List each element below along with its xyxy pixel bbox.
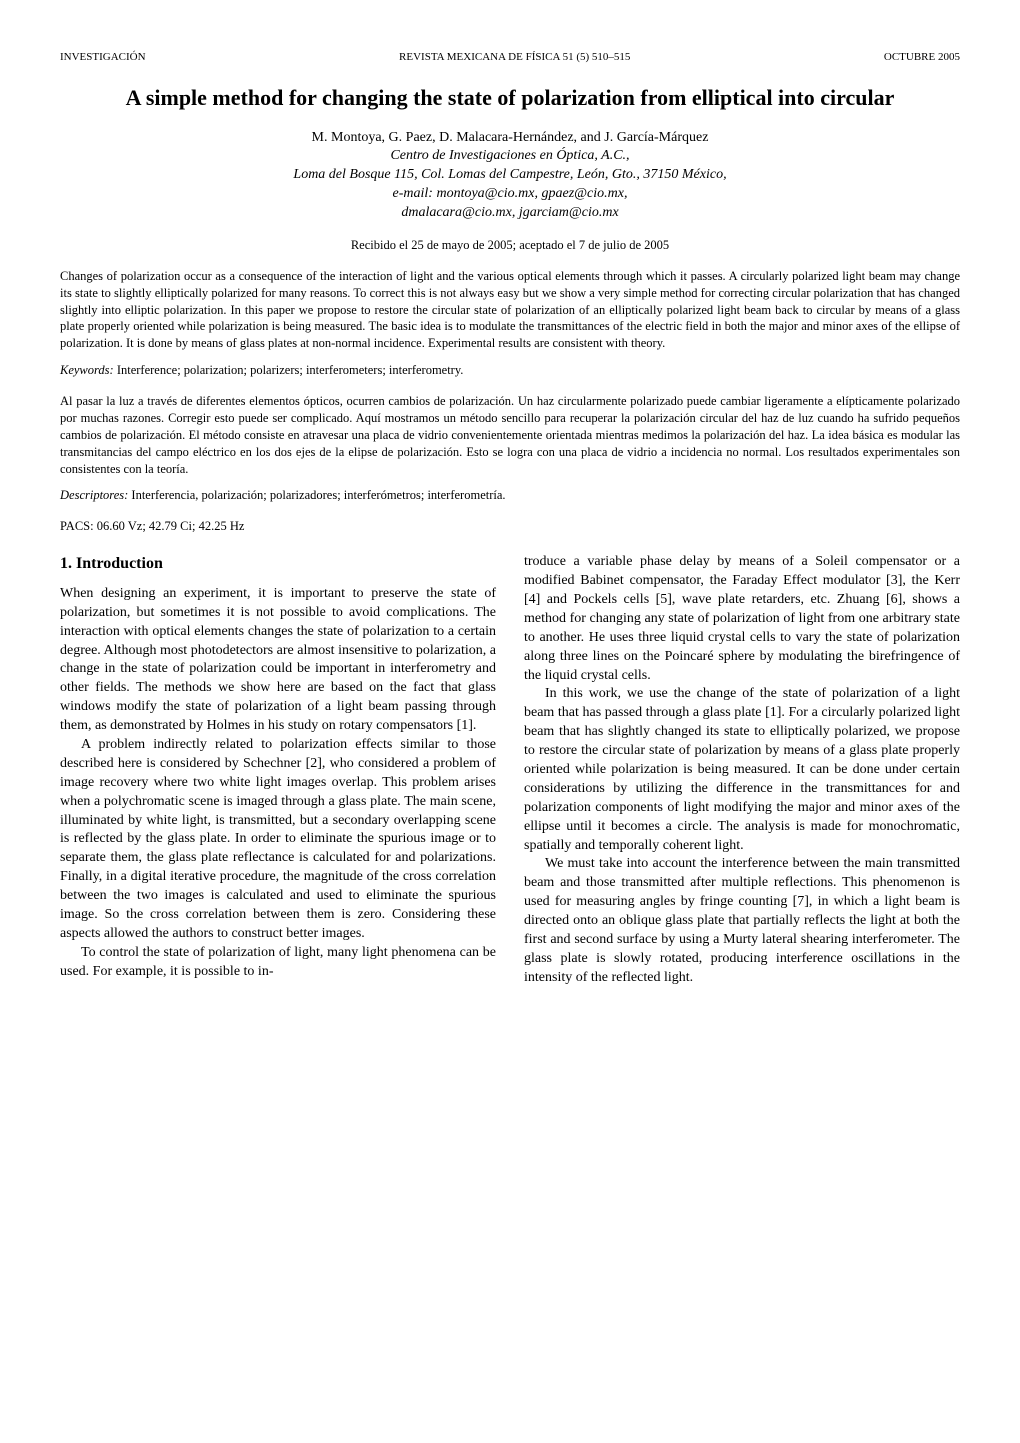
keywords: Keywords: Interference; polarization; po… <box>60 362 960 379</box>
intro-paragraph-2: A problem indirectly related to polariza… <box>60 736 496 944</box>
descriptores: Descriptores: Interferencia, polarizació… <box>60 487 960 504</box>
affiliation-line-1: Centro de Investigaciones en Óptica, A.C… <box>60 147 960 166</box>
emails-line-1: e-mail: montoya@cio.mx, gpaez@cio.mx, <box>60 185 960 204</box>
two-column-body: 1. Introduction When designing an experi… <box>60 553 960 987</box>
emails-line-2: dmalacara@cio.mx, jgarciam@cio.mx <box>60 204 960 223</box>
authors: M. Montoya, G. Paez, D. Malacara-Hernánd… <box>60 129 960 148</box>
abstract-spanish: Al pasar la luz a través de diferentes e… <box>60 393 960 477</box>
pacs-codes: PACS: 06.60 Vz; 42.79 Ci; 42.25 Hz <box>60 518 960 535</box>
section-1-heading: 1. Introduction <box>60 553 496 575</box>
header-left: INVESTIGACIÓN <box>60 50 146 65</box>
intro-paragraph-5: In this work, we use the change of the s… <box>524 685 960 855</box>
intro-paragraph-1: When designing an experiment, it is impo… <box>60 585 496 736</box>
header-right: OCTUBRE 2005 <box>884 50 960 65</box>
descriptores-label: Descriptores: <box>60 488 128 502</box>
keywords-label: Keywords: <box>60 363 114 377</box>
intro-paragraph-6: We must take into account the interferen… <box>524 855 960 987</box>
left-column: 1. Introduction When designing an experi… <box>60 553 496 987</box>
descriptores-text: Interferencia, polarización; polarizador… <box>128 488 505 502</box>
authors-block: M. Montoya, G. Paez, D. Malacara-Hernánd… <box>60 129 960 223</box>
intro-paragraph-3: To control the state of polarization of … <box>60 944 496 982</box>
intro-paragraph-4: troduce a variable phase delay by means … <box>524 553 960 685</box>
abstract-english: Changes of polarization occur as a conse… <box>60 268 960 352</box>
right-column: troduce a variable phase delay by means … <box>524 553 960 987</box>
keywords-text: Interference; polarization; polarizers; … <box>114 363 464 377</box>
header-center: REVISTA MEXICANA DE FÍSICA 51 (5) 510–51… <box>399 50 630 65</box>
affiliation-line-2: Loma del Bosque 115, Col. Lomas del Camp… <box>60 166 960 185</box>
running-header: INVESTIGACIÓN REVISTA MEXICANA DE FÍSICA… <box>60 50 960 65</box>
paper-title: A simple method for changing the state o… <box>60 83 960 113</box>
received-accepted-dates: Recibido el 25 de mayo de 2005; aceptado… <box>60 237 960 254</box>
